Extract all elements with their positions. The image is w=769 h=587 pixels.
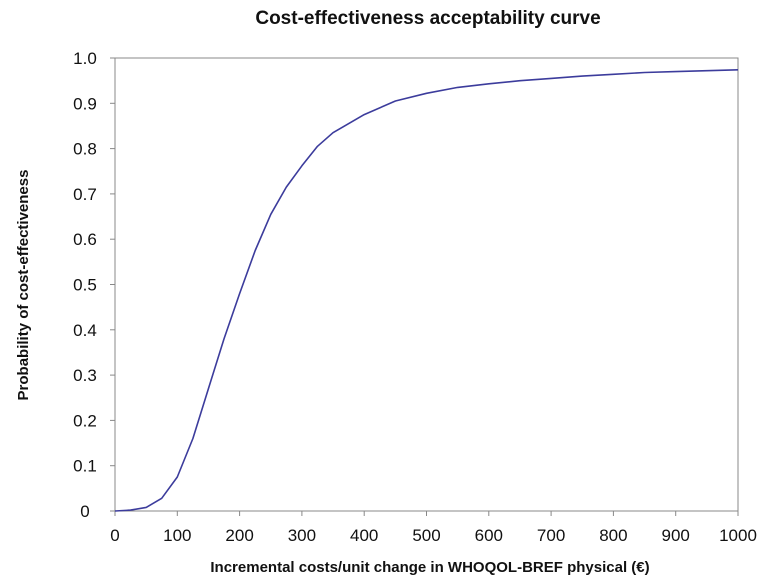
x-axis-label: Incremental costs/unit change in WHOQOL-…: [210, 559, 649, 576]
y-tick-label: 0.7: [73, 185, 97, 204]
x-tick-label: 0: [110, 526, 119, 545]
y-axis: 0 0.1 0.2 0.3 0.4 0.5 0.6 0.7 0.8 0.9 1.0: [73, 49, 115, 521]
x-tick-label: 300: [288, 526, 316, 545]
y-tick-label: 1.0: [73, 49, 97, 68]
y-tick-label: 0.4: [73, 321, 97, 340]
x-axis: 0 100 200 300 400 500 600 700 800 900 1000: [110, 511, 757, 545]
y-tick-label: 0.5: [73, 276, 97, 295]
x-tick-label: 1000: [719, 526, 757, 545]
x-tick-label: 100: [163, 526, 191, 545]
y-tick-label: 0.9: [73, 94, 97, 113]
plot-area-frame: [114, 57, 739, 512]
chart-title: Cost-effectiveness acceptability curve: [255, 8, 600, 29]
y-tick-label: 0.6: [73, 230, 97, 249]
x-tick-label: 500: [412, 526, 440, 545]
series-line: [114, 69, 739, 512]
y-tick-label: 0.2: [73, 411, 97, 430]
y-axis-label: Probability of cost-effectiveness: [15, 170, 32, 401]
y-tick-label: 0.3: [73, 366, 97, 385]
x-tick-label: 200: [225, 526, 253, 545]
series-layer: [114, 69, 739, 512]
x-tick-label: 700: [537, 526, 565, 545]
y-tick-label: 0.8: [73, 140, 97, 159]
x-tick-label: 400: [350, 526, 378, 545]
x-tick-label: 900: [662, 526, 690, 545]
y-tick-label: 0: [80, 502, 89, 521]
x-tick-label: 800: [599, 526, 627, 545]
x-tick-label: 600: [475, 526, 503, 545]
y-tick-label: 0.1: [73, 457, 97, 476]
